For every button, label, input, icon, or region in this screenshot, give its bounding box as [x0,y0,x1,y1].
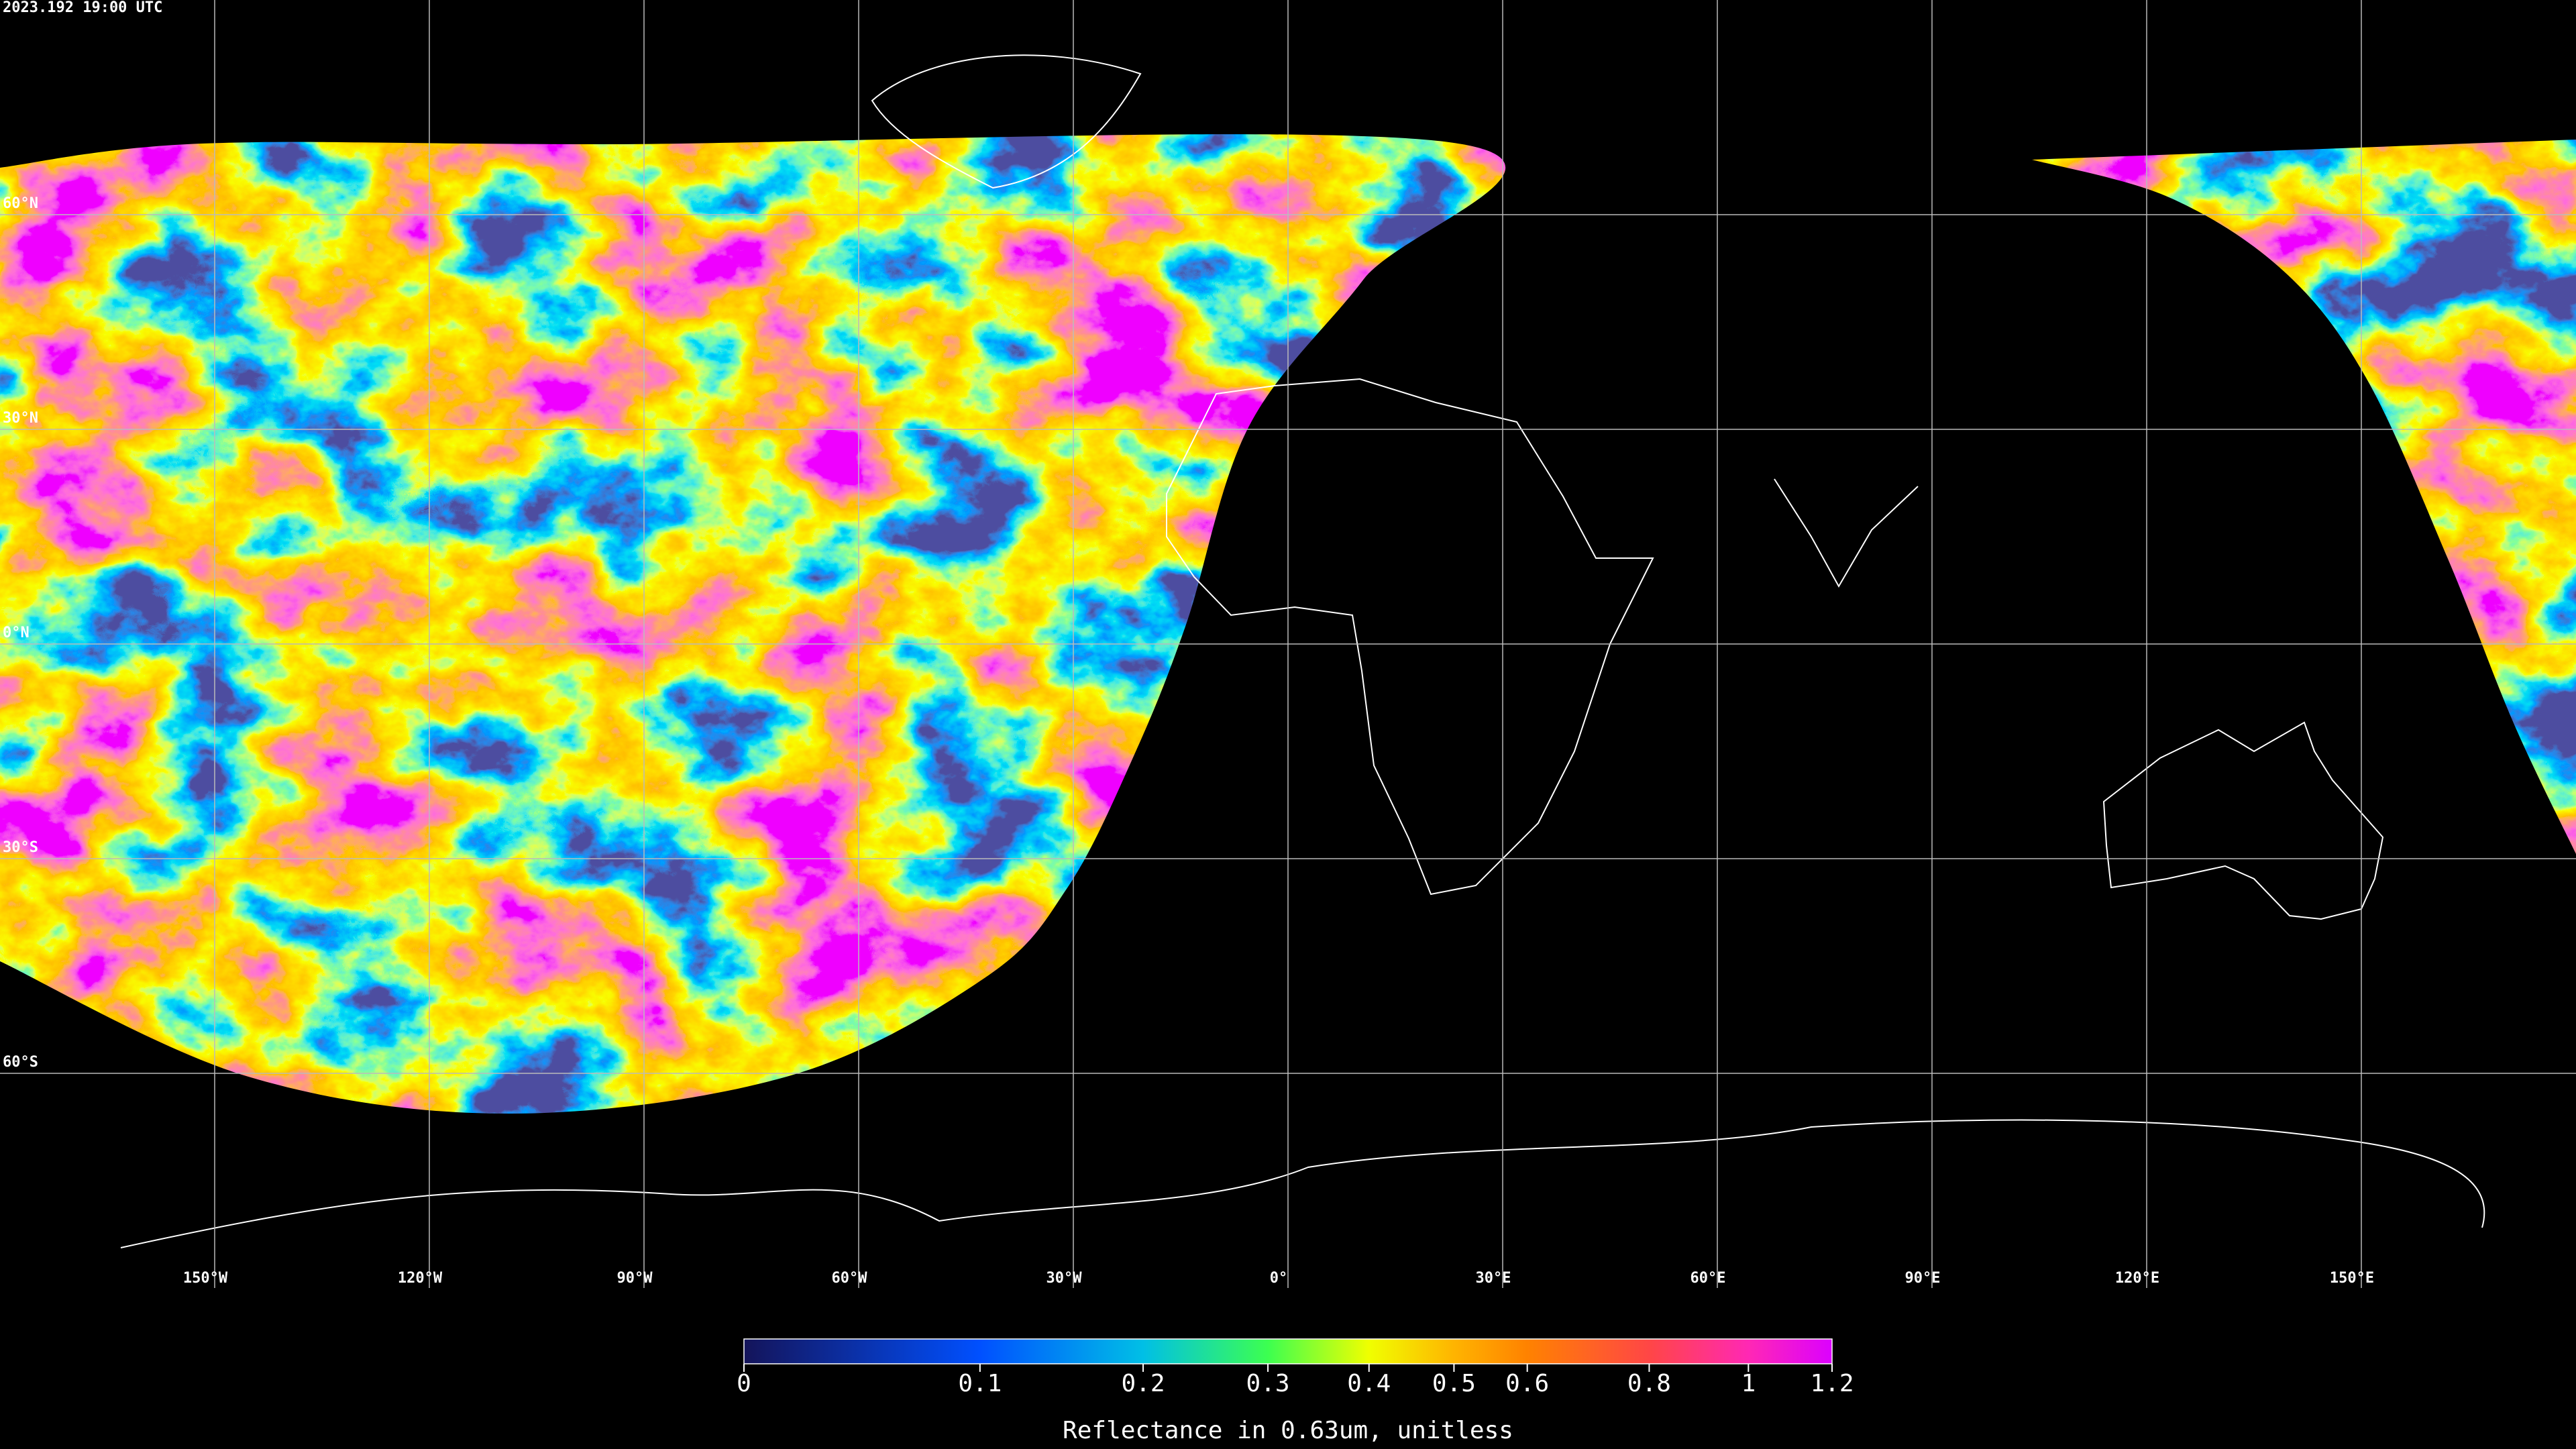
colorbar [743,1338,1833,1364]
colorbar-tick-label: 0.8 [1627,1370,1671,1397]
lon-label: 150°W [183,1270,228,1287]
lon-label: 0° [1270,1270,1288,1287]
lat-label: 30°S [3,839,38,856]
lon-label: 60°E [1690,1270,1726,1287]
lon-label: 150°E [2330,1270,2374,1287]
lat-label: 60°N [3,195,38,212]
lat-label: 0°N [3,625,30,641]
india [1774,478,1919,588]
greenland [871,54,1142,189]
lat-label: 30°N [3,410,38,427]
lon-label: 30°W [1046,1270,1083,1287]
colorbar-tick-label: 0.6 [1505,1370,1549,1397]
lon-label: 30°E [1476,1270,1511,1287]
colorbar-tick-label: 0.4 [1347,1370,1391,1397]
lon-label: 120°W [398,1270,443,1287]
antarctica [120,1119,2485,1248]
colorbar-tick-label: 1 [1741,1370,1756,1397]
coastlines [120,54,2485,1248]
lon-label: 120°E [2115,1270,2159,1287]
africa [1166,378,1654,896]
colorbar-label: Reflectance in 0.63um, unitless [1063,1417,1513,1444]
lon-label: 90°W [617,1270,653,1287]
lat-label: 60°S [3,1054,38,1071]
timestamp: 2023.192 19:00 UTC [3,0,162,16]
australia [2102,721,2384,920]
colorbar-tick-label: 0 [737,1370,751,1397]
colorbar-tick-label: 0.2 [1122,1370,1165,1397]
lon-label: 60°W [832,1270,868,1287]
colorbar-tick-label: 0.3 [1246,1370,1290,1397]
colorbar-tick-label: 1.2 [1810,1370,1854,1397]
graticule: 150°W 120°W 90°W 60°W 30°W 0° 30°E 60°E 90°E 120°… [0,0,2576,1288]
colorbar-tick-label: 0.5 [1432,1370,1476,1397]
colorbar-tick-label: 0.1 [958,1370,1002,1397]
lon-label: 90°E [1905,1270,1941,1287]
